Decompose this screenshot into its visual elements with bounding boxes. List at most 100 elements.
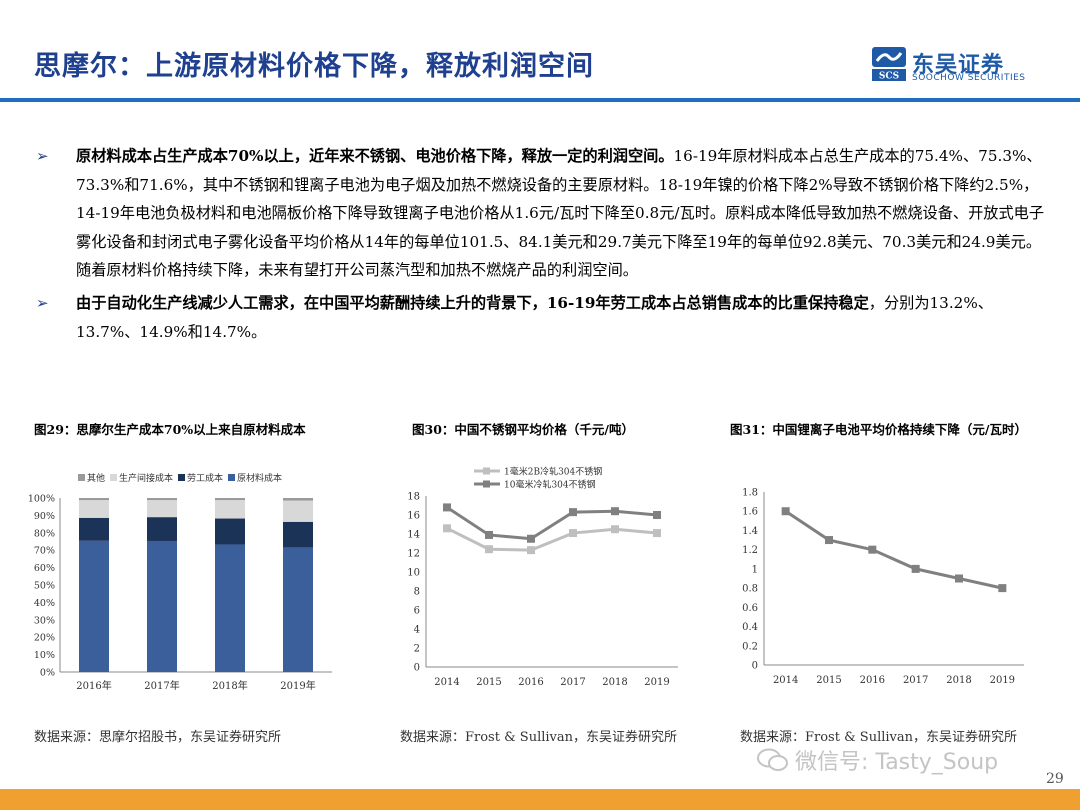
- bar-segment: [215, 498, 245, 501]
- data-point: [569, 508, 577, 517]
- footer-bar: [0, 789, 1080, 810]
- bar-segment: [147, 498, 177, 501]
- bar-segment: [215, 518, 245, 545]
- bullet-list: ➢ 原材料成本占生产成本70%以上，近年来不锈钢、电池价格下降，释放一定的利润空…: [36, 142, 1046, 350]
- data-point: [955, 574, 963, 583]
- brand-logo: SCS 东吴证券 SOOCHOW SECURITIES: [872, 47, 1032, 87]
- y-tick-label: 0.4: [742, 622, 758, 633]
- data-point: [443, 524, 451, 533]
- x-tick-label: 2014: [773, 675, 798, 686]
- y-tick-label: 1.6: [742, 507, 758, 518]
- y-tick-label: 18: [407, 492, 420, 503]
- y-tick-label: 70%: [34, 546, 55, 557]
- y-tick-label: 90%: [34, 511, 55, 522]
- x-tick-label: 2018年: [212, 679, 247, 692]
- bar-segment: [283, 521, 313, 548]
- watermark-text: 微信号: Tasty_Soup: [795, 750, 999, 775]
- battery-price-chart: 0 0.2 0.4 0.6 0.8 1 1.2 1.4 1.6 1.8 2014 2015 2016 20…: [742, 488, 1024, 686]
- bar-segment: [79, 500, 109, 518]
- data-point: [781, 507, 790, 516]
- bar-segment: [147, 540, 177, 672]
- y-tick-label: 1.8: [742, 488, 758, 499]
- legend-swatch: [178, 474, 185, 481]
- bar-segment: [79, 498, 109, 501]
- legend-label: 1毫米2B冷轧304不锈钢: [504, 466, 602, 478]
- y-tick-label: 80%: [34, 528, 55, 539]
- series-line: [446, 506, 658, 541]
- chart3-caption: 图31：中国锂离子电池平均价格持续下降（元/瓦时）: [730, 422, 1027, 437]
- logo-en: SOOCHOW SECURITIES: [912, 73, 1026, 83]
- x-tick-label: 2015: [816, 675, 841, 686]
- y-tick-label: 60%: [34, 563, 55, 574]
- y-tick-label: 40%: [34, 598, 55, 609]
- y-tick-label: 1: [752, 564, 758, 575]
- legend-label: 其他: [87, 472, 105, 484]
- data-point: [611, 507, 619, 516]
- y-tick-label: 1.4: [742, 526, 758, 537]
- data-point: [653, 511, 661, 519]
- data-point: [527, 546, 535, 555]
- data-point: [825, 536, 833, 545]
- legend-label: 劳工成本: [187, 472, 223, 484]
- bar-segment: [147, 517, 177, 541]
- page-number: 29: [1046, 771, 1064, 787]
- x-tick-label: 2019年: [280, 679, 315, 692]
- x-tick-label: 2014: [434, 677, 459, 688]
- x-tick-label: 2016年: [76, 679, 111, 692]
- y-tick-label: 1.2: [742, 545, 758, 556]
- y-tick-label: 100%: [28, 494, 55, 505]
- bar-segment: [283, 547, 313, 672]
- wechat-icon: [757, 748, 788, 771]
- bullet-bold-text: 由于自动化生产线减少人工需求，在中国平均薪酬持续上升的背景下，16-19年劳工成…: [76, 293, 869, 312]
- legend-swatch: [78, 474, 85, 481]
- data-point: [653, 529, 661, 538]
- y-tick-label: 4: [414, 625, 420, 636]
- chart2-caption: 图30：中国不锈钢平均价格（千元/吨）: [412, 422, 634, 437]
- bar-segment: [79, 517, 109, 541]
- legend-label: 生产间接成本: [119, 472, 173, 484]
- y-tick-label: 12: [407, 549, 420, 560]
- arrow-bullet-icon: ➢: [36, 147, 49, 165]
- chart1-caption: 图29：思摩尔生产成本70%以上来自原材料成本: [34, 422, 306, 437]
- stainless-steel-price-chart: 0 2 4 6 8 10 12 14 16 18 2014 2015 2016 2017 2018 2019 1…: [407, 466, 678, 688]
- bar-segment: [215, 544, 245, 672]
- chart2-source: 数据来源：Frost & Sullivan，东吴证券研究所: [400, 730, 678, 745]
- data-point: [527, 534, 535, 543]
- bullet-bold-text: 原材料成本占生产成本70%以上，近年来不锈钢、电池价格下降，释放一定的利润空间。: [76, 147, 674, 165]
- chart3-source: 数据来源：Frost & Sullivan，东吴证券研究所: [740, 730, 1018, 745]
- legend-swatch: [228, 474, 235, 481]
- x-tick-label: 2015: [476, 677, 501, 688]
- arrow-bullet-icon: ➢: [36, 293, 49, 312]
- chart1-source: 数据来源：思摩尔招股书，东吴证券研究所: [34, 730, 282, 745]
- y-tick-label: 0.2: [742, 641, 758, 652]
- data-point: [485, 545, 493, 554]
- y-tick-label: 50%: [34, 581, 55, 592]
- bar-segment: [147, 500, 177, 518]
- y-tick-label: 0%: [40, 668, 55, 679]
- data-point: [611, 525, 619, 534]
- data-point: [868, 545, 877, 554]
- series-line: [446, 526, 658, 552]
- y-tick-label: 8: [414, 587, 420, 598]
- logo-cn: 东吴证券: [912, 53, 1005, 78]
- y-tick-label: 0: [414, 663, 420, 674]
- x-tick-label: 2019: [990, 675, 1015, 686]
- y-tick-label: 10%: [34, 650, 55, 661]
- logo-mark-text: SCS: [879, 72, 899, 82]
- x-tick-label: 2017: [903, 675, 928, 686]
- x-tick-label: 2017年: [144, 679, 179, 692]
- x-tick-label: 2016: [860, 675, 885, 686]
- y-tick-label: 0: [752, 661, 758, 672]
- x-tick-label: 2017: [560, 677, 585, 688]
- bar-segment: [79, 540, 109, 672]
- x-tick-label: 2016: [518, 677, 543, 688]
- bar-segment: [283, 500, 313, 522]
- bullet-text: 16-19年原材料成本占总生产成本的75.4%、75.3%、73.3%和71.6…: [76, 147, 1045, 280]
- bullet-text: ，分别为13.2%、13.7%、14.9%和14.7%。: [76, 293, 993, 341]
- bullet-item: ➢ 原材料成本占生产成本70%以上，近年来不锈钢、电池价格下降，释放一定的利润空…: [36, 142, 1046, 285]
- bullet-item: ➢ 由于自动化生产线减少人工需求，在中国平均薪酬持续上升的背景下，16-19年劳…: [36, 289, 1046, 346]
- y-tick-label: 10: [407, 568, 420, 579]
- data-point: [998, 584, 1007, 593]
- page-title: 思摩尔：上游原材料价格下降，释放利润空间: [34, 51, 594, 82]
- data-point: [443, 503, 451, 512]
